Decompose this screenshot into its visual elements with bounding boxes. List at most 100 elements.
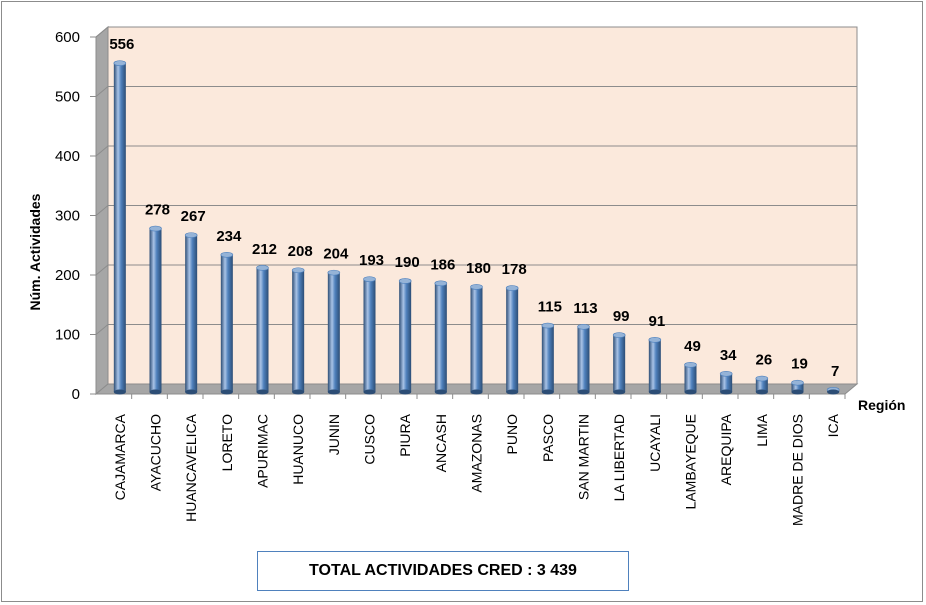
- bar: [327, 272, 340, 392]
- bar-top: [719, 370, 733, 377]
- y-tick-label: 200: [55, 267, 80, 284]
- data-label: 7: [831, 363, 839, 380]
- bar-top: [291, 267, 305, 274]
- data-label: 193: [359, 252, 384, 269]
- data-label: 113: [573, 300, 597, 317]
- x-tick-label: LAMBAYEQUE: [683, 414, 699, 509]
- gridline-depth: [95, 145, 109, 157]
- bar-top: [220, 251, 234, 258]
- x-tick-label: AREQUIPA: [718, 413, 734, 485]
- gridline-depth: [95, 324, 109, 335]
- x-tick-label: AMAZONAS: [469, 414, 485, 493]
- data-label: 91: [648, 313, 665, 330]
- bar: [470, 286, 483, 392]
- bar: [755, 378, 768, 392]
- bar-base: [791, 389, 804, 395]
- data-label: 99: [613, 308, 630, 325]
- bar-base: [648, 389, 661, 395]
- bar-base: [827, 389, 840, 395]
- bar-base: [292, 389, 305, 395]
- x-tick-label: PASCO: [540, 414, 556, 462]
- gridline-depth: [95, 26, 109, 38]
- data-label: 278: [145, 202, 170, 219]
- data-label: 186: [430, 256, 455, 273]
- data-label: 19: [791, 356, 808, 373]
- y-tick-label: 400: [55, 148, 80, 165]
- x-tick-label: CAJAMARCA: [112, 413, 128, 500]
- bar: [292, 270, 305, 392]
- bar-base: [220, 389, 233, 395]
- y-tick-label: 600: [55, 29, 80, 46]
- bar: [113, 63, 126, 393]
- x-tick-label: PIURA: [397, 413, 413, 456]
- bar-top: [327, 269, 341, 276]
- bar-top: [470, 284, 483, 290]
- x-axis-title: Región: [858, 397, 905, 413]
- x-tick-label: JUNIN: [326, 414, 342, 455]
- bar: [506, 288, 519, 392]
- gridline-depth: [95, 264, 109, 276]
- bar-top: [434, 280, 448, 287]
- bar-base: [755, 389, 768, 395]
- data-label: 556: [109, 36, 134, 53]
- bar: [684, 364, 697, 392]
- bar-base: [149, 389, 162, 395]
- bar: [577, 326, 590, 392]
- bar-base: [327, 389, 340, 395]
- data-label: 234: [216, 228, 242, 245]
- bar: [399, 280, 412, 392]
- bar: [185, 235, 198, 392]
- y-tick-label: 300: [55, 208, 80, 225]
- bar-base: [506, 389, 519, 395]
- bar: [149, 228, 162, 392]
- y-tick-label: 0: [72, 386, 80, 403]
- bar: [720, 373, 733, 392]
- x-tick-label: PUNO: [504, 414, 520, 455]
- x-tick-label: HUANCAVELICA: [183, 413, 199, 522]
- bar-base: [363, 389, 376, 395]
- x-tick-label: SAN MARTIN: [576, 414, 592, 500]
- bar: [256, 267, 269, 392]
- bar-base: [113, 389, 126, 395]
- data-label: 180: [466, 260, 491, 277]
- total-activities-box: TOTAL ACTIVIDADES CRED : 3 439: [257, 551, 629, 591]
- x-tick-label: LA LIBERTAD: [611, 414, 627, 501]
- bar: [363, 279, 376, 392]
- data-label: 208: [288, 243, 313, 260]
- x-tick-label: CUSCO: [362, 414, 378, 465]
- data-label: 115: [538, 299, 562, 316]
- data-label: 26: [755, 352, 772, 369]
- data-label: 204: [323, 246, 349, 263]
- gridline-depth: [95, 205, 109, 216]
- bar-top: [184, 232, 198, 238]
- bar-base: [256, 389, 269, 395]
- x-tick-label: UCAYALI: [647, 414, 663, 472]
- gridline-depth: [95, 86, 109, 97]
- bar-base: [399, 389, 412, 395]
- x-tick-label: HUANUCO: [290, 414, 306, 485]
- bar-base: [613, 389, 626, 395]
- bar-top: [648, 337, 662, 343]
- x-tick-label: AYACUCHO: [148, 414, 164, 491]
- x-tick-label: ICA: [825, 413, 841, 437]
- data-label: 190: [395, 254, 420, 271]
- y-tick-label: 100: [55, 327, 80, 344]
- x-tick-label: ANCASH: [433, 414, 449, 472]
- bar-top: [612, 332, 626, 338]
- bar-top: [791, 379, 804, 386]
- bar-base: [541, 389, 554, 395]
- bar: [648, 339, 661, 392]
- y-axis-title: Núm. Actividades: [27, 193, 43, 310]
- bar-top: [113, 60, 127, 66]
- bar-top: [541, 322, 555, 329]
- bar: [613, 335, 626, 392]
- bar-top: [398, 278, 412, 284]
- x-tick-label: LORETO: [219, 414, 235, 471]
- bar: [220, 254, 233, 392]
- bar-chart: 0 100 200 300 400 500 600 556 CAJAMARCA 278 AYACU…: [27, 25, 905, 526]
- data-label: 34: [720, 347, 737, 364]
- bar-top: [363, 276, 376, 282]
- x-tick-label: LIMA: [754, 413, 770, 446]
- bar-top: [256, 265, 269, 271]
- bar-base: [470, 389, 483, 395]
